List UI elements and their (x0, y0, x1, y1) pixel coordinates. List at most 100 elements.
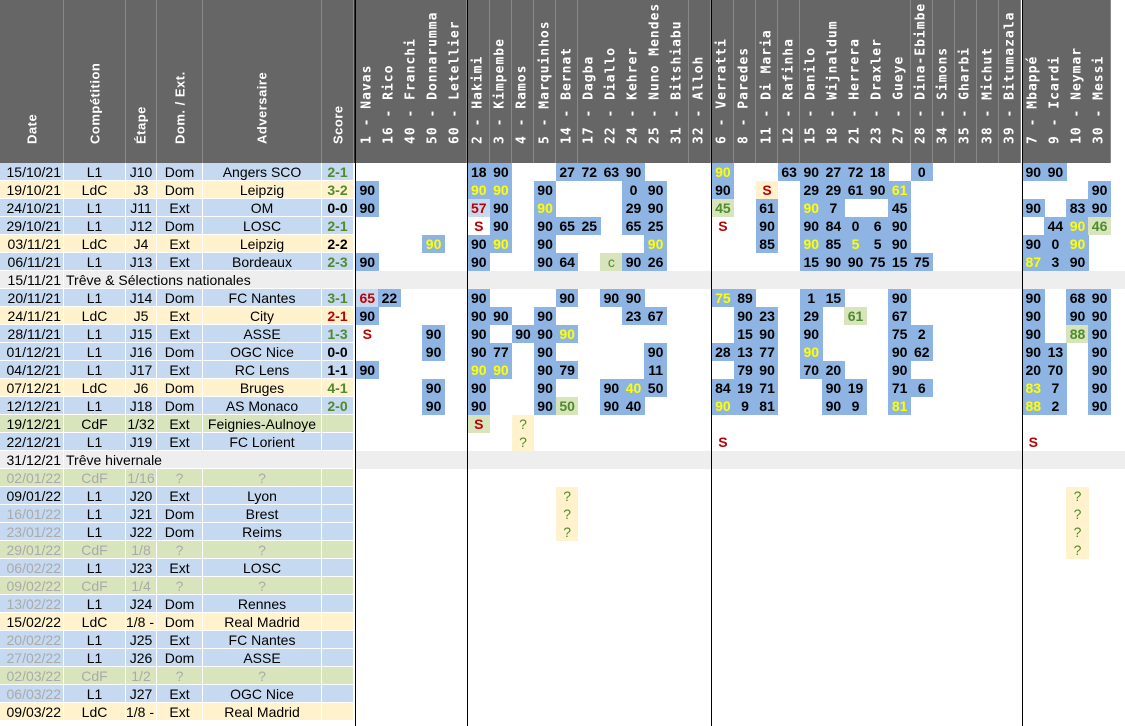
player-minutes[interactable]: 29 (622, 199, 645, 217)
player-minutes[interactable]: ? (555, 523, 579, 541)
player-minutes[interactable]: 90 (622, 289, 645, 307)
player-minutes[interactable]: 88 (1066, 325, 1089, 343)
player-minutes[interactable]: 88 (1022, 397, 1045, 415)
player-column-header[interactable]: 38 - Michut (976, 0, 1000, 163)
player-minutes[interactable]: 90 (533, 235, 557, 253)
table-row[interactable]: 23/01/22 L1 J22 Dom Reims?? (0, 523, 1125, 541)
player-minutes[interactable]: 90 (555, 289, 579, 307)
player-minutes[interactable]: 0 (844, 217, 867, 235)
column-header[interactable]: Date (0, 0, 64, 163)
player-minutes[interactable]: 90 (467, 181, 491, 199)
player-minutes[interactable]: 90 (1066, 253, 1089, 271)
player-column-header[interactable]: 50 - Donnarumma (422, 0, 445, 163)
player-column-header[interactable]: 5 - Marquinhos (533, 0, 557, 163)
player-minutes[interactable]: S (356, 325, 379, 343)
player-minutes[interactable]: 90 (1022, 163, 1045, 181)
player-minutes[interactable]: 90 (600, 289, 623, 307)
table-row[interactable]: 27/02/22 L1 J26 Dom ASSE (0, 649, 1125, 667)
table-row[interactable]: 02/01/22 CdF 1/16?? (0, 469, 1125, 487)
player-column-header[interactable]: 15 - Danilo (800, 0, 823, 163)
player-minutes[interactable]: 90 (711, 163, 735, 181)
player-minutes[interactable]: 6 (910, 379, 934, 397)
table-row[interactable]: 24/11/21 LdC J5 Ext City 2-1 90 90 90 90 23 67 90 23 2… (0, 307, 1125, 325)
player-minutes[interactable]: 13 (733, 343, 757, 361)
player-minutes[interactable]: 90 (555, 325, 579, 343)
player-column-header[interactable]: 24 - Kehrer (622, 0, 645, 163)
player-minutes[interactable]: 90 (1066, 307, 1089, 325)
player-minutes[interactable]: 15 (888, 253, 911, 271)
player-minutes[interactable]: 90 (622, 163, 645, 181)
player-minutes[interactable]: 90 (356, 253, 379, 271)
player-minutes[interactable]: 90 (489, 181, 513, 199)
player-minutes[interactable]: 90 (422, 235, 445, 253)
table-row[interactable]: 13/02/22 L1 J24 Dom Rennes (0, 595, 1125, 613)
player-minutes[interactable]: 11 (644, 361, 667, 379)
player-minutes[interactable]: 7 (822, 199, 845, 217)
player-column-header[interactable]: 28 - Dina-Ebimbe (910, 0, 934, 163)
player-minutes[interactable]: ? (1066, 541, 1089, 559)
player-minutes[interactable]: 61 (755, 199, 779, 217)
player-minutes[interactable]: 45 (711, 199, 735, 217)
table-row[interactable]: 06/11/21 L1 J13 Ext Bordeaux 2-3 90 90 90 64 c 90 26… (0, 253, 1125, 271)
table-row[interactable]: 01/12/21 L1 J16 Dom OGC Nice 0-0 90 90 77 90 90 28 1… (0, 343, 1125, 361)
player-minutes[interactable]: 90 (533, 397, 557, 415)
table-row[interactable]: 29/01/22 CdF 1/8??? (0, 541, 1125, 559)
player-column-header[interactable]: 23 - Draxler (866, 0, 889, 163)
player-minutes[interactable]: 90 (622, 253, 645, 271)
player-minutes[interactable]: 3 (1044, 253, 1067, 271)
player-minutes[interactable]: 71 (888, 379, 911, 397)
player-minutes[interactable]: ? (511, 415, 535, 433)
player-column-header[interactable]: 40 - Franchi (400, 0, 423, 163)
player-minutes[interactable]: 63 (600, 163, 623, 181)
player-minutes[interactable]: 15 (822, 289, 845, 307)
player-column-header[interactable]: 17 - Dagba (578, 0, 601, 163)
player-column-header[interactable]: 10 - Neymar (1066, 0, 1089, 163)
player-minutes[interactable]: ? (1066, 523, 1089, 541)
player-minutes[interactable]: 83 (1022, 379, 1045, 397)
player-minutes[interactable]: 90 (533, 361, 557, 379)
player-minutes[interactable]: 90 (467, 343, 491, 361)
player-minutes[interactable]: 23 (755, 307, 779, 325)
player-minutes[interactable]: 25 (644, 217, 667, 235)
player-minutes[interactable]: 26 (644, 253, 667, 271)
player-minutes[interactable]: ? (511, 433, 535, 451)
player-minutes[interactable]: 90 (600, 397, 623, 415)
table-row[interactable]: 24/10/21 L1 J11 Ext OM 0-0 90 57 90 90 29 90 45 61 90 7… (0, 199, 1125, 217)
player-minutes[interactable]: 27 (822, 163, 845, 181)
player-minutes[interactable]: 83 (1066, 199, 1089, 217)
player-minutes[interactable]: 75 (888, 325, 911, 343)
player-minutes[interactable]: 90 (489, 361, 513, 379)
player-column-header[interactable]: 35 - Gharbi (954, 0, 978, 163)
player-column-header[interactable]: 31 - Bitshiabu (666, 0, 689, 163)
player-minutes[interactable]: 90 (600, 379, 623, 397)
player-minutes[interactable]: 29 (800, 181, 823, 199)
player-minutes[interactable]: 90 (822, 253, 845, 271)
table-row[interactable]: 22/12/21 L1 J19 Ext FC Lorient? S S (0, 433, 1125, 451)
player-column-header[interactable]: 27 - Gueye (888, 0, 911, 163)
player-minutes[interactable]: 70 (800, 361, 823, 379)
player-minutes[interactable]: 90 (644, 343, 667, 361)
player-minutes[interactable]: 90 (533, 217, 557, 235)
player-minutes[interactable]: c (600, 253, 623, 271)
player-minutes[interactable]: S (467, 415, 491, 433)
player-minutes[interactable]: 90 (533, 181, 557, 199)
player-minutes[interactable]: 0 (622, 181, 645, 199)
player-minutes[interactable]: 61 (844, 307, 867, 325)
player-minutes[interactable]: 29 (800, 307, 823, 325)
player-minutes[interactable]: 90 (1088, 397, 1111, 415)
player-minutes[interactable]: 90 (822, 397, 845, 415)
table-row[interactable]: 29/10/21 L1 J12 Dom LOSC 2-1 S 90 90 65 25 65 25 S 90 9… (0, 217, 1125, 235)
player-minutes[interactable]: 90 (356, 361, 379, 379)
player-minutes[interactable]: 67 (888, 307, 911, 325)
player-minutes[interactable]: 90 (800, 343, 823, 361)
player-minutes[interactable]: 90 (467, 361, 491, 379)
player-minutes[interactable]: 23 (622, 307, 645, 325)
player-column-header[interactable]: 9 - Icardi (1044, 0, 1067, 163)
player-minutes[interactable]: 90 (888, 217, 911, 235)
player-column-header[interactable]: 60 - Letellier (444, 0, 467, 163)
player-minutes[interactable]: 9 (844, 397, 867, 415)
player-minutes[interactable]: 90 (489, 217, 513, 235)
player-column-header[interactable]: 30 - Messi (1088, 0, 1111, 163)
